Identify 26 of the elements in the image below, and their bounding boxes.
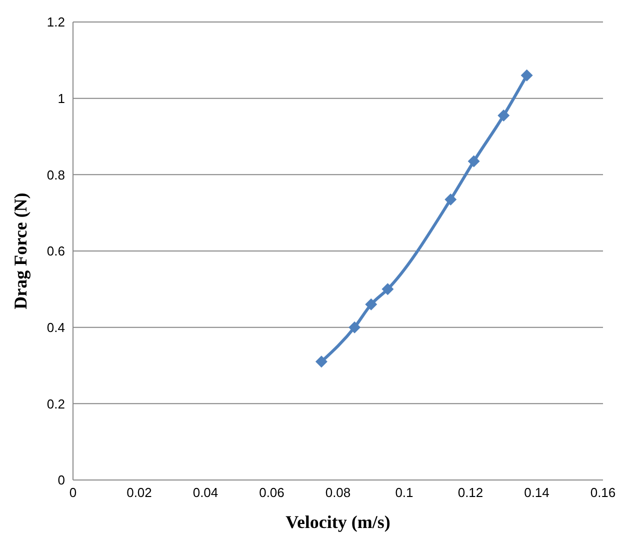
point — [365, 298, 378, 310]
y-tick-label: 0.6 — [46, 244, 65, 259]
y-axis-title: Drag Force (N) — [10, 192, 30, 310]
y-tick-label: 1.2 — [46, 14, 65, 30]
x-tick-label: 0.14 — [524, 485, 550, 500]
point — [382, 283, 394, 296]
y-tick-label: 0.4 — [46, 320, 65, 335]
y-tick-label: 0.8 — [46, 167, 65, 182]
x-tick-label: 0.02 — [126, 485, 152, 500]
x-tick-label: 0.16 — [590, 485, 616, 500]
point — [444, 193, 457, 206]
x-tick-label: 0 — [69, 485, 77, 500]
x-tick-label: 0.06 — [259, 485, 284, 500]
x-tick-label: 0.12 — [458, 485, 484, 500]
y-tick-label: 0.2 — [46, 396, 65, 412]
point — [348, 321, 361, 334]
point — [468, 155, 480, 168]
y-tick-label: 1 — [58, 90, 65, 106]
x-tick-label: 0.1 — [395, 485, 414, 500]
point — [520, 69, 533, 82]
point — [498, 110, 510, 122]
point — [315, 356, 328, 368]
y-tick-label: 0 — [58, 472, 65, 488]
x-tick-label: 0.04 — [192, 485, 218, 500]
x-tick-label: 0.08 — [325, 485, 351, 500]
x-axis-title: Velocity (m/s) — [286, 512, 390, 532]
